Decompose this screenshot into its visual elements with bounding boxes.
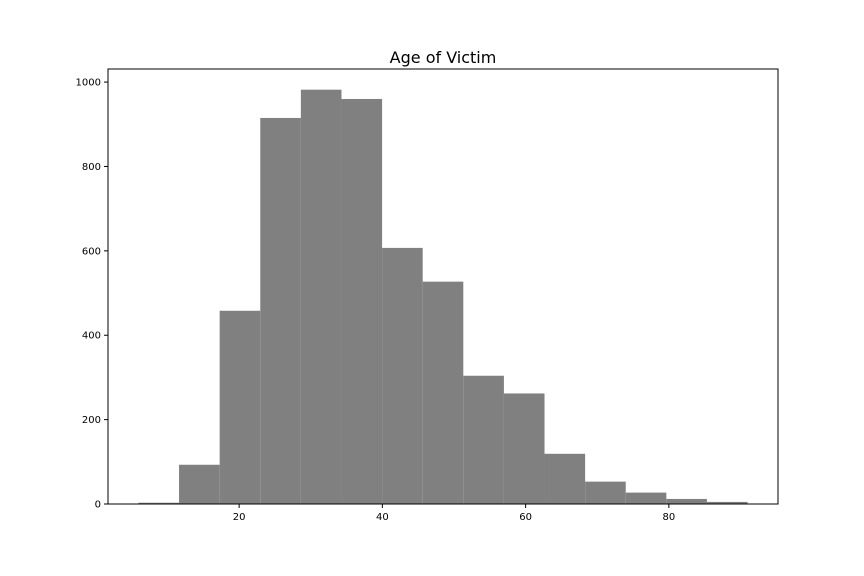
y-tick-label-5: 1000 bbox=[76, 78, 101, 89]
histogram-bar-9 bbox=[503, 393, 545, 504]
bars-group bbox=[138, 89, 748, 504]
x-tick-label-3: 80 bbox=[662, 512, 675, 523]
y-tick-label-0: 0 bbox=[95, 500, 101, 511]
y-tick-label-3: 600 bbox=[82, 246, 101, 257]
histogram-bar-12 bbox=[625, 492, 667, 504]
histogram-bar-8 bbox=[463, 375, 504, 504]
y-axis: 0 200 400 600 800 1000 bbox=[76, 78, 108, 511]
plot-frame bbox=[107, 68, 779, 505]
histogram-bar-1 bbox=[179, 464, 220, 504]
histogram-bar-10 bbox=[544, 453, 586, 504]
histogram-bar-4 bbox=[300, 89, 342, 504]
y-tick-label-2: 400 bbox=[82, 331, 101, 342]
y-tick-label-1: 200 bbox=[82, 415, 101, 426]
histogram-bar-13 bbox=[666, 498, 707, 504]
histogram-bar-0 bbox=[138, 502, 180, 504]
histogram-bar-7 bbox=[422, 281, 464, 504]
histogram-bar-3 bbox=[260, 117, 301, 504]
histogram-bar-2 bbox=[219, 310, 261, 504]
histogram-bar-14 bbox=[706, 501, 748, 504]
x-tick-label-2: 60 bbox=[519, 512, 532, 523]
x-tick-label-1: 40 bbox=[376, 512, 389, 523]
histogram-bar-11 bbox=[585, 481, 626, 504]
histogram-bar-6 bbox=[382, 247, 423, 504]
x-axis: 20 40 60 80 bbox=[233, 504, 675, 523]
histogram-bar-5 bbox=[341, 98, 383, 504]
x-tick-label-0: 20 bbox=[233, 512, 246, 523]
y-tick-label-4: 800 bbox=[82, 162, 101, 173]
chart-title: Age of Victim bbox=[390, 48, 497, 67]
